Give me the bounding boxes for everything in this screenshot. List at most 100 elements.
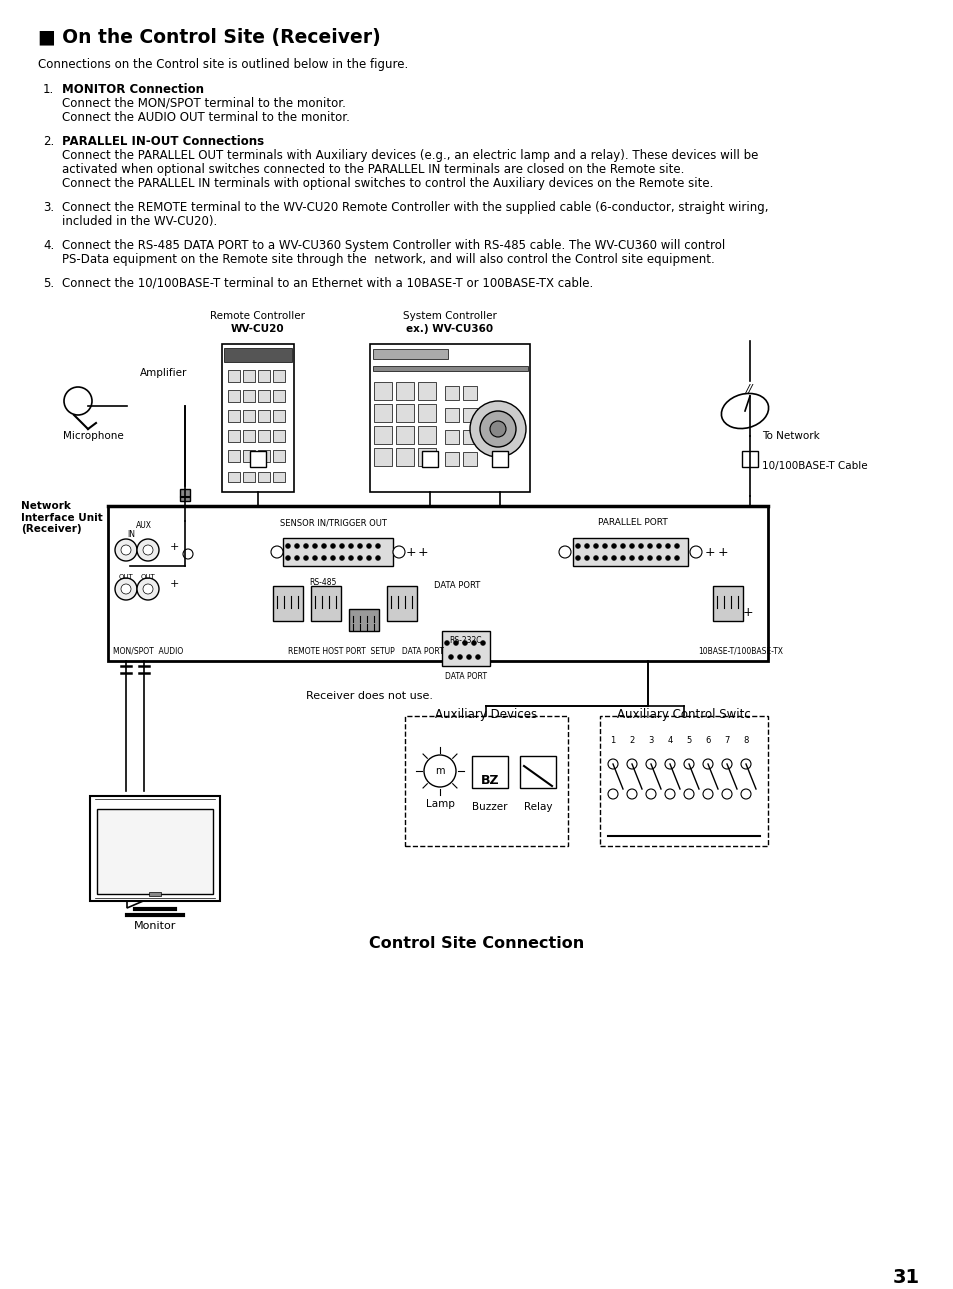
- Bar: [257, 391, 270, 402]
- Circle shape: [330, 556, 335, 561]
- Bar: [257, 410, 270, 422]
- Bar: [374, 382, 392, 400]
- Circle shape: [611, 544, 616, 549]
- Text: +: +: [169, 541, 178, 552]
- Bar: [444, 385, 458, 400]
- Text: Control Site Connection: Control Site Connection: [369, 936, 584, 951]
- Bar: [273, 431, 285, 442]
- Bar: [373, 366, 527, 371]
- Text: Microphone: Microphone: [63, 431, 124, 441]
- Text: 6: 6: [704, 736, 710, 745]
- Circle shape: [645, 789, 656, 799]
- Bar: [395, 425, 414, 443]
- Text: 3.: 3.: [43, 201, 54, 214]
- Bar: [250, 451, 266, 467]
- Circle shape: [357, 544, 362, 549]
- Circle shape: [444, 641, 449, 646]
- Circle shape: [366, 544, 371, 549]
- Bar: [444, 409, 458, 422]
- Bar: [417, 449, 436, 467]
- Text: Network
Interface Unit
(Receiver): Network Interface Unit (Receiver): [21, 501, 103, 534]
- Circle shape: [143, 545, 152, 556]
- Bar: [273, 370, 285, 382]
- Bar: [417, 403, 436, 422]
- Text: +: +: [741, 606, 753, 619]
- Bar: [462, 409, 476, 422]
- Bar: [387, 586, 416, 621]
- Text: DATA PORT: DATA PORT: [434, 581, 479, 590]
- Bar: [283, 538, 393, 566]
- Text: RS-485: RS-485: [309, 577, 336, 586]
- Bar: [228, 391, 240, 402]
- Text: 4.: 4.: [43, 238, 54, 253]
- Bar: [370, 344, 530, 492]
- Bar: [222, 344, 294, 492]
- Circle shape: [471, 641, 476, 646]
- Ellipse shape: [720, 393, 768, 428]
- Text: included in the WV-CU20).: included in the WV-CU20).: [62, 215, 217, 228]
- Text: +: +: [704, 547, 715, 559]
- Bar: [374, 425, 392, 443]
- Text: ■ On the Control Site (Receiver): ■ On the Control Site (Receiver): [38, 28, 380, 46]
- Text: 4: 4: [667, 736, 672, 745]
- Text: 31: 31: [892, 1268, 919, 1286]
- Text: 7: 7: [723, 736, 729, 745]
- Text: Amplifier: Amplifier: [140, 367, 187, 378]
- Bar: [257, 450, 270, 461]
- Circle shape: [664, 789, 675, 799]
- Bar: [741, 451, 758, 467]
- Bar: [243, 472, 254, 482]
- Text: +: +: [169, 579, 178, 589]
- Bar: [228, 450, 240, 461]
- Circle shape: [626, 759, 637, 770]
- Bar: [573, 538, 687, 566]
- Circle shape: [584, 556, 589, 561]
- Bar: [417, 382, 436, 400]
- Bar: [492, 451, 507, 467]
- Circle shape: [665, 556, 670, 561]
- Circle shape: [375, 556, 380, 561]
- Circle shape: [462, 641, 467, 646]
- Bar: [472, 757, 507, 788]
- Circle shape: [448, 655, 453, 660]
- Text: m: m: [435, 766, 444, 776]
- Circle shape: [656, 556, 660, 561]
- Circle shape: [702, 789, 712, 799]
- Text: ex.) WV-CU360: ex.) WV-CU360: [406, 324, 493, 334]
- Circle shape: [607, 759, 618, 770]
- Circle shape: [313, 556, 317, 561]
- Circle shape: [285, 544, 291, 549]
- Circle shape: [348, 544, 354, 549]
- Text: System Controller: System Controller: [402, 311, 497, 321]
- Circle shape: [490, 422, 505, 437]
- Circle shape: [470, 401, 525, 458]
- Bar: [108, 507, 767, 661]
- Text: Monitor: Monitor: [133, 922, 176, 931]
- Text: 8: 8: [742, 736, 748, 745]
- Text: RS-232C: RS-232C: [449, 635, 482, 644]
- Bar: [374, 403, 392, 422]
- Text: Buzzer: Buzzer: [472, 802, 507, 812]
- Circle shape: [638, 544, 643, 549]
- Circle shape: [366, 556, 371, 561]
- Text: Connect the REMOTE terminal to the WV-CU20 Remote Controller with the supplied c: Connect the REMOTE terminal to the WV-CU…: [62, 201, 768, 214]
- Bar: [311, 586, 340, 621]
- Bar: [257, 472, 270, 482]
- Text: 3: 3: [648, 736, 653, 745]
- Circle shape: [674, 556, 679, 561]
- Circle shape: [602, 544, 607, 549]
- Text: MON/SPOT  AUDIO: MON/SPOT AUDIO: [112, 647, 183, 656]
- Text: DATA PORT: DATA PORT: [444, 672, 486, 681]
- Text: //: //: [745, 384, 753, 394]
- Circle shape: [121, 584, 131, 594]
- Bar: [441, 632, 490, 666]
- Text: Auxiliary Devices: Auxiliary Devices: [435, 708, 537, 721]
- Text: activated when optional switches connected to the PARALLEL IN terminals are clos: activated when optional switches connect…: [62, 162, 683, 177]
- Bar: [273, 472, 285, 482]
- Bar: [243, 431, 254, 442]
- Text: AUX: AUX: [136, 521, 152, 530]
- Text: Receiver does not use.: Receiver does not use.: [306, 691, 433, 701]
- Bar: [257, 431, 270, 442]
- Text: Connect the AUDIO OUT terminal to the monitor.: Connect the AUDIO OUT terminal to the mo…: [62, 111, 350, 124]
- Circle shape: [602, 556, 607, 561]
